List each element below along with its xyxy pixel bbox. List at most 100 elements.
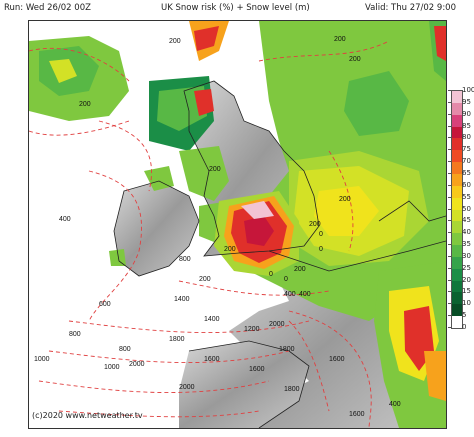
contour-label: 800 bbox=[69, 331, 81, 338]
legend-tick bbox=[448, 303, 451, 305]
contour-label: 200 bbox=[349, 56, 361, 63]
legend-tick bbox=[448, 101, 451, 103]
legend-tick bbox=[448, 267, 451, 269]
legend-label: 30 bbox=[462, 251, 471, 260]
legend-tick bbox=[448, 172, 451, 174]
legend-swatch bbox=[452, 221, 462, 234]
contour-label: 200 bbox=[294, 266, 306, 273]
legend-swatch bbox=[452, 233, 462, 246]
contour-label: 800 bbox=[179, 256, 191, 263]
legend-swatch bbox=[452, 162, 462, 175]
legend-label: 10 bbox=[462, 299, 471, 308]
contour-label: 1600 bbox=[204, 356, 220, 363]
legend-label: 20 bbox=[462, 275, 471, 284]
contour-label: 2000 bbox=[179, 384, 195, 391]
legend-label: 35 bbox=[462, 240, 471, 249]
header: Run: Wed 26/02 00Z UK Snow risk (%) + Sn… bbox=[0, 0, 474, 20]
legend-tick bbox=[448, 90, 451, 91]
legend-swatch bbox=[452, 150, 462, 163]
contour-label: 400 bbox=[59, 216, 71, 223]
legend-tick bbox=[448, 113, 451, 115]
legend-swatch bbox=[452, 256, 462, 269]
contour-label: 200 bbox=[339, 196, 351, 203]
contour-label: 1000 bbox=[104, 364, 120, 371]
legend-tick bbox=[448, 220, 451, 222]
contour-label: 600 bbox=[99, 301, 111, 308]
contour-label: 1200 bbox=[244, 326, 260, 333]
legend-tick bbox=[448, 279, 451, 281]
contour-label: 1600 bbox=[249, 366, 265, 373]
contour-label: 1600 bbox=[329, 356, 345, 363]
legend-tick bbox=[448, 184, 451, 186]
legend-label: 80 bbox=[462, 133, 471, 142]
run-time: Run: Wed 26/02 00Z bbox=[4, 3, 91, 13]
contour-label: 200 bbox=[209, 166, 221, 173]
contour-label: 800 bbox=[119, 346, 131, 353]
legend-tick bbox=[448, 232, 451, 234]
legend-label: 70 bbox=[462, 157, 471, 166]
contour-label: 200 bbox=[334, 36, 346, 43]
legend-label: 45 bbox=[462, 216, 471, 225]
contour-label: 400 bbox=[389, 401, 401, 408]
legend-swatch bbox=[452, 316, 462, 329]
legend-swatch bbox=[452, 185, 462, 198]
legend-swatch bbox=[452, 292, 462, 305]
legend-label: 0 bbox=[462, 323, 467, 331]
legend-tick bbox=[448, 327, 451, 328]
legend-label: 75 bbox=[462, 145, 471, 154]
contour-label: 200 bbox=[199, 276, 211, 283]
legend-tick bbox=[448, 208, 451, 210]
snow-risk-overlay bbox=[29, 21, 446, 428]
legend-tick bbox=[448, 161, 451, 163]
legend-label: 60 bbox=[462, 180, 471, 189]
coastlines bbox=[113, 80, 446, 428]
legend-label: 25 bbox=[462, 263, 471, 272]
contour-label: 200 bbox=[79, 101, 91, 108]
valid-time: Valid: Thu 27/02 9:00 bbox=[365, 3, 457, 13]
contour-label: 1400 bbox=[204, 316, 220, 323]
legend-tick bbox=[448, 315, 451, 317]
legend-tick bbox=[448, 291, 451, 293]
legend-label: 85 bbox=[462, 121, 471, 130]
legend-swatch bbox=[452, 138, 462, 151]
legend-label: 55 bbox=[462, 192, 471, 201]
contour-label: 1800 bbox=[169, 336, 185, 343]
legend-tick bbox=[448, 244, 451, 246]
colour-scale-legend bbox=[451, 90, 463, 329]
legend-label: 65 bbox=[462, 168, 471, 177]
contour-label: 1600 bbox=[349, 411, 365, 418]
contour-label: 1400 bbox=[174, 296, 190, 303]
contour-label: 0 bbox=[319, 231, 323, 238]
copyright: (c)2020 www.netweather.tv bbox=[32, 411, 143, 420]
contour-label: 0 bbox=[319, 246, 323, 253]
map-panel: 200 200 200 200 200 400 200 200 200 200 … bbox=[28, 20, 447, 429]
legend-label: 100 bbox=[462, 86, 474, 94]
legend-label: 90 bbox=[462, 109, 471, 118]
legend-label: 40 bbox=[462, 228, 471, 237]
contour-label: 1000 bbox=[34, 356, 50, 363]
legend-tick bbox=[448, 137, 451, 139]
land-iberia bbox=[179, 341, 309, 428]
snow-level-contours bbox=[29, 40, 390, 428]
legend-tick bbox=[448, 125, 451, 127]
contour-label: 200 bbox=[309, 221, 321, 228]
legend-swatch bbox=[452, 173, 462, 186]
contour-label: 200 bbox=[169, 38, 181, 45]
contour-labels: 200 200 200 200 200 400 200 200 200 200 … bbox=[34, 36, 401, 418]
legend-label: 5 bbox=[462, 311, 467, 320]
legend-swatch bbox=[452, 102, 462, 115]
legend-tick bbox=[448, 196, 451, 198]
legend-label: 15 bbox=[462, 287, 471, 296]
contour-label: 200 bbox=[224, 246, 236, 253]
contour-label: 0 bbox=[269, 271, 273, 278]
snow-risk-map: 200 200 200 200 200 400 200 200 200 200 … bbox=[29, 21, 446, 428]
legend-tick bbox=[448, 149, 451, 151]
legend-label: 95 bbox=[462, 97, 471, 106]
contour-label: 1800 bbox=[279, 346, 295, 353]
contour-label: 400 bbox=[284, 291, 296, 298]
legend-swatch bbox=[452, 209, 462, 222]
land-ireland bbox=[114, 181, 199, 276]
legend-swatch bbox=[452, 114, 462, 127]
legend-swatch bbox=[452, 197, 462, 210]
contour-label: 0 bbox=[284, 276, 288, 283]
